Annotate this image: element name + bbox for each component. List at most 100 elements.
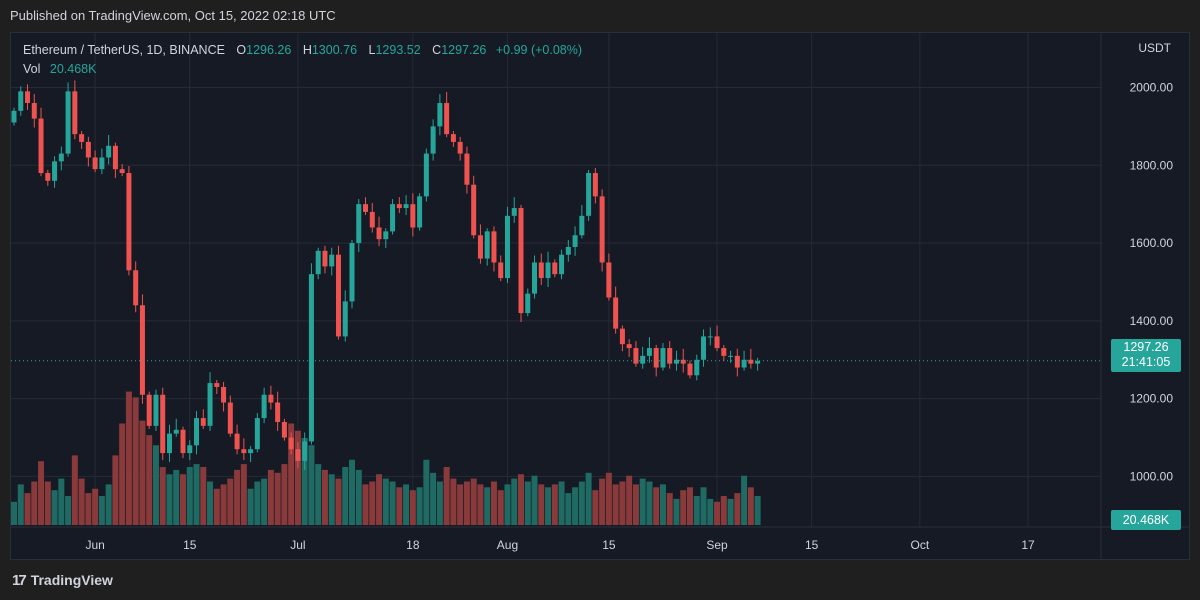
candle-body <box>491 231 497 263</box>
candle-body <box>133 270 139 306</box>
candle-body <box>545 262 551 279</box>
symbol-label[interactable]: Ethereum / TetherUS, 1D, BINANCE <box>23 43 225 57</box>
candle-body <box>160 394 166 454</box>
open-label: O <box>236 43 247 57</box>
volume-bar <box>497 490 504 525</box>
chart-panel[interactable]: 2000.00 1800.00 1600.00 1400.00 1200.00 1000.… <box>10 32 1190 560</box>
volume-bar <box>301 438 308 525</box>
candle-body <box>383 231 389 240</box>
candle-body <box>18 91 24 111</box>
volume-bar <box>551 484 558 525</box>
x-tick-label: 17 <box>1021 538 1035 552</box>
candle-body <box>484 231 490 259</box>
volume-bar <box>166 474 173 525</box>
candle-body <box>606 262 612 298</box>
y-tick-label: 1200.00 <box>1130 392 1174 406</box>
candle-body <box>701 336 707 360</box>
low-value: 1293.52 <box>375 43 421 57</box>
change-value: +0.99 (+0.08%) <box>495 43 583 57</box>
volume-bar <box>369 481 376 525</box>
candle-body <box>660 348 666 368</box>
volume-bar <box>443 467 450 525</box>
volume-bar <box>687 487 693 525</box>
candle-body <box>477 235 483 259</box>
volume-bar <box>234 469 241 525</box>
volume-bar <box>409 490 416 525</box>
volume-label: Vol <box>23 62 41 76</box>
volume-bar <box>85 493 92 525</box>
volume-bar <box>78 478 85 525</box>
volume-bar <box>207 481 214 525</box>
brand-name: TradingView <box>30 572 113 588</box>
volume-bar <box>31 481 38 525</box>
volume-bar <box>274 472 281 525</box>
volume-bar <box>416 487 423 525</box>
candle-body <box>464 153 470 185</box>
candle-body <box>241 449 247 454</box>
candle-body <box>106 145 112 158</box>
currency-unit[interactable]: USDT <box>1138 41 1171 55</box>
y-tick-label: 1000.00 <box>1130 469 1174 483</box>
volume-bar <box>335 478 342 525</box>
volume-bar <box>213 488 220 525</box>
volume-bar <box>261 478 268 525</box>
candle-body <box>112 145 118 170</box>
candle-body <box>525 293 531 314</box>
x-tick-label: 15 <box>805 538 819 552</box>
tradingview-footer[interactable]: 17 TradingView <box>12 568 113 592</box>
candle-body <box>572 235 578 247</box>
volume-bar <box>545 487 552 525</box>
volume-bar <box>227 478 234 525</box>
candle-body <box>417 196 423 228</box>
candle-body <box>728 355 734 357</box>
candle-body <box>349 243 355 302</box>
candle-body <box>302 441 308 461</box>
volume-bar <box>754 496 761 525</box>
volume-bar <box>281 464 288 525</box>
volume-bar <box>125 391 132 525</box>
candle-body <box>430 126 436 154</box>
volume-bar <box>592 490 599 525</box>
candle-body <box>38 118 44 174</box>
y-tick-label: 2000.00 <box>1130 80 1174 94</box>
candle-body <box>99 157 105 170</box>
candle-body <box>335 254 341 337</box>
candle-body <box>633 348 639 364</box>
volume-bar <box>17 484 24 525</box>
volume-bar <box>605 472 612 525</box>
candle-body <box>261 394 267 419</box>
volume-bar <box>504 484 511 525</box>
candle-body <box>599 196 605 263</box>
candle-body <box>45 173 51 181</box>
candle-body <box>396 204 402 209</box>
volume-bar <box>240 464 247 525</box>
candle-body <box>221 386 227 403</box>
candle-body <box>214 383 220 387</box>
open-value: 1296.26 <box>246 43 292 57</box>
volume-value: 20.468K <box>49 62 97 76</box>
candle-body <box>707 336 713 338</box>
chart-legend: Ethereum / TetherUS, 1D, BINANCE O1296.2… <box>23 41 582 79</box>
volume-bar <box>186 467 193 525</box>
volume-bar <box>152 445 159 525</box>
tradingview-logo-icon: 17 <box>12 571 27 589</box>
volume-bar <box>572 487 579 525</box>
volume-bar <box>382 478 389 525</box>
volume-bar <box>707 498 714 525</box>
candle-body <box>673 359 679 364</box>
candle-body <box>680 359 686 364</box>
high-label: H <box>302 43 312 57</box>
volume-bar <box>92 488 99 525</box>
volume-bar <box>159 467 166 525</box>
candle-body <box>315 250 321 275</box>
candle-body <box>653 348 659 368</box>
volume-bar <box>626 475 633 525</box>
candle-body <box>187 445 193 454</box>
volume-bar <box>490 481 497 525</box>
candle-body <box>423 153 429 197</box>
candle-body <box>552 262 558 275</box>
volume-bar <box>146 435 153 525</box>
candle-body <box>369 211 375 228</box>
candlestick-chart[interactable]: 2000.00 1800.00 1600.00 1400.00 1200.00 1000.… <box>11 33 1189 559</box>
candle-body <box>741 359 747 368</box>
